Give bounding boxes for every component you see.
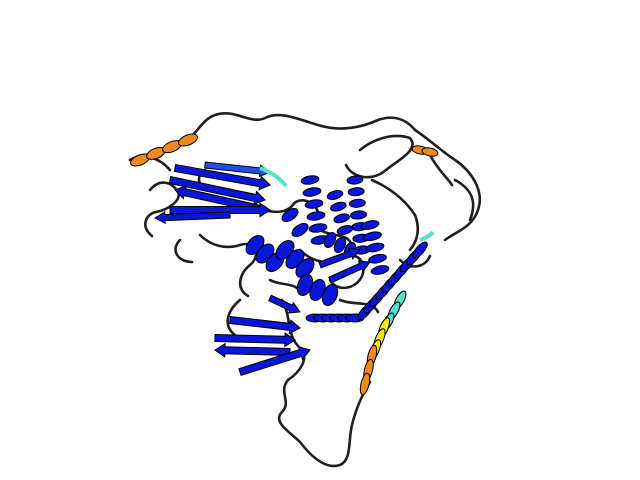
strand-13 [328,260,371,284]
strand-12 [318,247,361,269]
helix-domain-core [245,175,428,323]
strand-2 [168,175,266,206]
helix-core-1 [300,175,330,245]
helix-core-7 [305,313,365,323]
helix-very-low-confidence [130,133,439,167]
helix-turn [308,223,328,233]
helix-right-very-low [411,145,439,157]
strand-5 [153,211,231,225]
helix-turn [421,147,439,157]
strand-8 [214,332,296,348]
strand-1 [173,163,271,191]
helix-core-8 [281,208,309,237]
helix-turn [346,175,364,185]
helix-turn [323,232,337,248]
helix-turn [321,283,339,307]
helix-core-10 [326,190,354,235]
helix-tail-very-low [359,344,378,396]
helix-turn [336,225,354,235]
helix-turn [178,133,198,147]
helix-turn [300,175,320,185]
helix-low-confidence [359,290,407,396]
strand-7 [229,315,301,335]
helix-turn [360,220,380,230]
helix-long-right [357,241,428,321]
helix-turn [365,242,385,253]
helix-turn [348,198,366,208]
helix-turn [368,253,387,264]
helix-turn [330,201,347,212]
helix-turn [347,187,365,197]
helix-core-6 [296,273,339,307]
strand-9 [214,342,291,358]
helix-turn [333,237,347,253]
helix-turn [359,372,371,396]
helix-turn [363,231,382,242]
helix-turn [412,241,428,259]
coil-tip-medium [419,230,435,242]
helix-nterm-very-low [130,133,198,167]
helix-turn [333,213,350,224]
helix-turn [302,187,322,197]
helix-turn [326,190,344,200]
strand-11 [268,294,301,314]
helix-turn [306,211,326,221]
helix-turn [281,208,299,222]
helix-turn [295,258,315,278]
helix-turn [350,210,367,220]
strand-10 [238,345,311,376]
beta-sheet-domains [153,161,435,376]
helix-turn [291,223,309,237]
helix-core-3 [360,220,390,275]
strand-tip-medium [259,166,288,188]
helix-turn [304,199,324,209]
helix-turn [370,265,390,275]
helix-core-5 [275,240,315,278]
